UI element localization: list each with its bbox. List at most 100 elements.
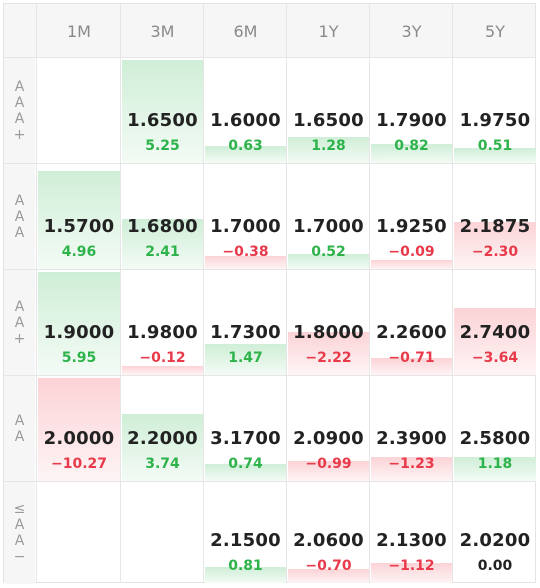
- change-heat-fill: [205, 344, 286, 375]
- row-label-char: −: [13, 549, 26, 565]
- grid-divider: [36, 4, 37, 582]
- table-cell[interactable]: 2.0900 −0.99: [287, 376, 370, 482]
- change-heat-fill: [122, 366, 203, 375]
- grid-divider: [4, 375, 535, 376]
- change-heat-fill: [371, 563, 452, 583]
- rate-change: −2.22: [305, 350, 352, 366]
- rate-value: 2.0600: [293, 530, 364, 551]
- table-cell[interactable]: 1.9800 −0.12: [121, 270, 204, 376]
- table-cell[interactable]: 1.6500 1.28: [287, 58, 370, 164]
- table-cell: [37, 58, 121, 164]
- change-heat-fill: [371, 358, 452, 375]
- rate-change: −0.12: [139, 350, 186, 366]
- change-heat-fill: [122, 218, 203, 269]
- rate-change: 0.52: [311, 244, 346, 260]
- table-cell[interactable]: 1.7000 0.52: [287, 164, 370, 270]
- rate-change: −10.27: [50, 456, 107, 472]
- row-label-4: ≤ A A −: [4, 482, 35, 584]
- change-heat-fill: [454, 148, 536, 163]
- table-cell[interactable]: 2.0000 −10.27: [37, 376, 121, 482]
- row-label-char: A: [14, 95, 25, 111]
- row-label-char: A: [14, 413, 25, 429]
- table-cell[interactable]: 1.7000 −0.38: [204, 164, 287, 270]
- row-label-char: A: [14, 315, 25, 331]
- table-cell[interactable]: 2.2600 −0.71: [370, 270, 453, 376]
- column-header-5y[interactable]: 5Y: [485, 21, 505, 41]
- table-cell: [121, 482, 204, 584]
- column-header-6m[interactable]: 6M: [233, 21, 258, 41]
- table-cell[interactable]: 2.5800 1.18: [453, 376, 537, 482]
- column-header-1y[interactable]: 1Y: [318, 21, 339, 41]
- rate-value: 2.1300: [376, 530, 447, 551]
- rate-change: −0.71: [388, 350, 435, 366]
- table-cell[interactable]: 1.9250 −0.09: [370, 164, 453, 270]
- rate-value: 2.2600: [376, 322, 447, 343]
- change-heat-fill: [454, 456, 536, 481]
- grid-divider: [452, 4, 453, 582]
- column-header-3y[interactable]: 3Y: [401, 21, 422, 41]
- table-cell[interactable]: 2.1875 −2.30: [453, 164, 537, 270]
- row-label-char: ≤: [13, 501, 26, 517]
- row-label-char: +: [13, 127, 26, 143]
- rate-value: 2.3900: [376, 428, 447, 449]
- table-cell[interactable]: 1.6000 0.63: [204, 58, 287, 164]
- rate-change: −1.12: [388, 558, 435, 574]
- rate-value: 1.7300: [210, 322, 281, 343]
- grid-divider: [4, 481, 535, 482]
- row-label-char: A: [14, 533, 25, 549]
- change-heat-fill: [288, 460, 369, 481]
- table-cell[interactable]: 2.7400 −3.64: [453, 270, 537, 376]
- change-heat-fill: [205, 566, 286, 583]
- rate-change: 0.51: [477, 138, 513, 154]
- rate-change: 3.74: [145, 456, 180, 472]
- row-label-char: A: [14, 517, 25, 533]
- rate-value: 1.7000: [210, 216, 281, 237]
- column-header-1m[interactable]: 1M: [67, 21, 91, 41]
- table-cell[interactable]: 2.2000 3.74: [121, 376, 204, 482]
- rate-value: 2.1875: [459, 216, 531, 237]
- change-heat-fill: [38, 272, 120, 375]
- table-cell[interactable]: 1.9750 0.51: [453, 58, 537, 164]
- rate-change: −0.99: [305, 456, 352, 472]
- rate-value: 2.1500: [210, 530, 281, 551]
- table-cell[interactable]: 1.7900 0.82: [370, 58, 453, 164]
- rate-change: −3.64: [471, 350, 519, 366]
- rate-change: 0.63: [228, 138, 263, 154]
- change-heat-fill: [38, 378, 120, 481]
- rate-value: 1.9800: [127, 322, 198, 343]
- column-header-3m[interactable]: 3M: [150, 21, 175, 41]
- table-cell[interactable]: 3.1700 0.74: [204, 376, 287, 482]
- rate-change: 5.25: [145, 138, 180, 154]
- row-label-char: A: [14, 209, 25, 225]
- grid-divider: [369, 4, 370, 582]
- table-cell[interactable]: 2.1500 0.81: [204, 482, 287, 584]
- grid-divider: [203, 4, 204, 582]
- rate-change: 1.18: [477, 456, 513, 472]
- table-cell[interactable]: 1.5700 4.96: [37, 164, 121, 270]
- row-label-char: A: [14, 79, 25, 95]
- rate-value: 1.5700: [43, 216, 115, 237]
- row-label-char: A: [14, 429, 25, 445]
- rate-value: 2.7400: [459, 322, 531, 343]
- rate-change: 0.81: [228, 558, 263, 574]
- table-cell[interactable]: 1.9000 5.95: [37, 270, 121, 376]
- change-heat-fill: [205, 256, 286, 269]
- table-cell[interactable]: 1.6800 2.41: [121, 164, 204, 270]
- grid-divider: [4, 269, 535, 270]
- row-label-char: +: [13, 331, 26, 347]
- rate-value: 2.0000: [43, 428, 115, 449]
- rate-change: 5.95: [61, 350, 97, 366]
- table-cell[interactable]: 2.0200 0.00: [453, 482, 537, 584]
- change-heat-fill: [205, 464, 286, 481]
- change-heat-fill: [288, 331, 369, 375]
- table-cell[interactable]: 1.7300 1.47: [204, 270, 287, 376]
- table-cell[interactable]: 1.6500 5.25: [121, 58, 204, 164]
- table-cell[interactable]: 2.3900 −1.23: [370, 376, 453, 482]
- table-cell[interactable]: 1.8000 −2.22: [287, 270, 370, 376]
- table-cell[interactable]: 2.0600 −0.70: [287, 482, 370, 584]
- rate-change: 2.41: [145, 244, 180, 260]
- table-cell[interactable]: 2.1300 −1.12: [370, 482, 453, 584]
- rate-value: 1.6500: [293, 110, 364, 131]
- rate-change: 0.82: [394, 138, 429, 154]
